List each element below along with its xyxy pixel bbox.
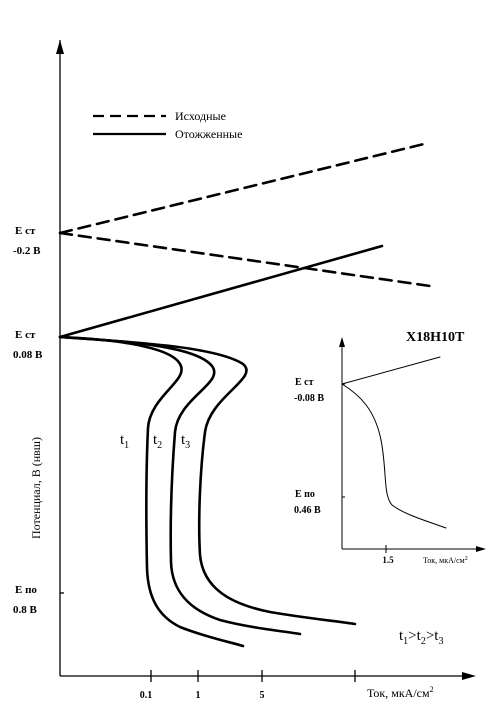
series-initial-anodic	[58, 142, 426, 235]
y-tick-label-est-2: E ст 0.08 В	[13, 329, 43, 361]
y-axis-arrow	[56, 40, 64, 54]
series-label-t3: t3	[181, 432, 190, 451]
inset-y-axis-arrow	[339, 337, 345, 347]
legend-label-solid: Отожженные	[175, 127, 242, 141]
x-tick-label-1: 1	[196, 690, 201, 701]
legend: Исходные Отожженные	[93, 109, 242, 141]
inset-x-axis-arrow	[476, 546, 486, 552]
inset-y-tick-label-epo: E по 0.46 В	[294, 489, 321, 516]
series-initial-cathodic	[58, 231, 432, 288]
legend-label-dashed: Исходные	[175, 109, 226, 123]
main-series	[58, 142, 432, 648]
x-axis-arrow	[462, 672, 476, 680]
series-t1	[58, 335, 245, 648]
series-label-t2: t2	[153, 432, 162, 451]
inset-series-cathodic	[341, 383, 447, 529]
inset-axes	[339, 337, 486, 553]
inset-series-anodic	[341, 356, 441, 385]
inset-x-axis-label: Ток, мкА/см2	[423, 556, 468, 565]
inset-title: Х18Н10Т	[406, 330, 465, 345]
y-axis-label: Потенциал, В (нвш)	[29, 437, 43, 539]
y-tick-label-epo: E по 0.8 В	[13, 584, 40, 616]
x-tick-label-0: 0.1	[140, 690, 153, 701]
inset-y-tick-label-est: E ст -0.08 В	[294, 377, 324, 404]
main-axes	[56, 40, 476, 682]
series-label-t1: t1	[120, 432, 129, 451]
x-tick-label-2: 5	[260, 690, 265, 701]
inset-chart: Х18Н10Т E ст -0.08 В E по 0.46 В 1.5 Ток…	[294, 330, 486, 565]
series-annealed-anodic	[58, 244, 384, 339]
inset-x-tick-label-1.5: 1.5	[382, 555, 394, 565]
series-t2	[58, 335, 302, 636]
x-axis-label: Ток, мкА/см2	[367, 685, 434, 700]
inset-series	[341, 356, 447, 529]
y-tick-label-est-1: E ст -0.2 В	[13, 225, 41, 257]
temperature-order-annotation: t1>t2>t3	[399, 628, 443, 647]
series-t3	[58, 335, 357, 626]
